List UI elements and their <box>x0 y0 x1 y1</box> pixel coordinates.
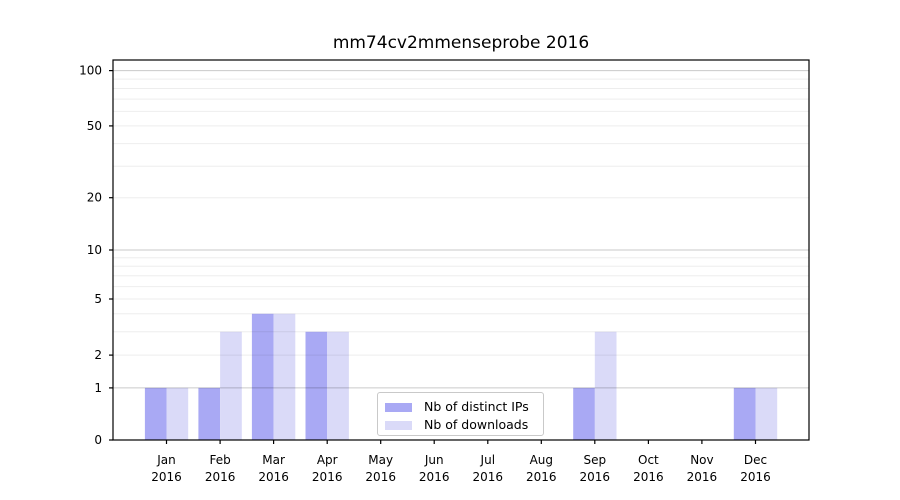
legend-label: Nb of downloads <box>424 417 529 432</box>
x-tick-sublabel-jan: 2016 <box>151 470 182 484</box>
y-tick-label-50: 50 <box>87 119 102 133</box>
x-tick-label-jul: Jul <box>480 453 495 467</box>
x-tick-sublabel-jun: 2016 <box>419 470 450 484</box>
bar-ips-dec <box>733 387 756 440</box>
chart-title: mm74cv2mmenseprobe 2016 <box>332 33 590 53</box>
bar-ips-feb <box>198 387 221 440</box>
x-tick-label-oct: Oct <box>638 453 659 467</box>
legend: Nb of distinct IPs Nb of downloads <box>377 392 544 436</box>
x-tick-sublabel-mar: 2016 <box>258 470 289 484</box>
x-tick-sublabel-jul: 2016 <box>473 470 504 484</box>
bar-ips-sep <box>573 387 595 440</box>
y-tick-label-2: 2 <box>94 348 102 362</box>
x-tick-sublabel-oct: 2016 <box>633 470 664 484</box>
x-tick-sublabel-apr: 2016 <box>312 470 343 484</box>
x-tick-label-jun: Jun <box>424 453 444 467</box>
y-tick-label-20: 20 <box>87 191 102 205</box>
legend-swatch-icon <box>385 402 412 412</box>
bar-downloads-apr <box>327 331 349 440</box>
y-tick-label-10: 10 <box>87 243 102 257</box>
y-tick-label-1: 1 <box>94 381 102 395</box>
legend-label: Nb of distinct IPs <box>424 399 529 414</box>
bar-ips-jan <box>144 387 167 440</box>
x-tick-label-nov: Nov <box>690 453 713 467</box>
x-tick-label-apr: Apr <box>317 453 338 467</box>
legend-swatch-icon <box>385 420 412 430</box>
y-tick-label-5: 5 <box>94 292 102 306</box>
y-tick-label-0: 0 <box>94 433 102 447</box>
x-tick-label-dec: Dec <box>744 453 767 467</box>
bar-downloads-mar <box>273 313 296 440</box>
bar-downloads-jan <box>166 387 189 440</box>
x-tick-label-sep: Sep <box>583 453 606 467</box>
bar-downloads-feb <box>220 331 242 440</box>
x-tick-sublabel-aug: 2016 <box>526 470 557 484</box>
x-tick-sublabel-feb: 2016 <box>205 470 236 484</box>
x-tick-label-aug: Aug <box>530 453 553 467</box>
x-tick-label-may: May <box>368 453 393 467</box>
x-tick-sublabel-may: 2016 <box>365 470 396 484</box>
x-tick-label-feb: Feb <box>209 453 230 467</box>
legend-item-distinct-ips: Nb of distinct IPs <box>378 398 543 416</box>
x-tick-label-jan: Jan <box>156 453 176 467</box>
legend-item-downloads: Nb of downloads <box>378 416 543 434</box>
x-tick-sublabel-dec: 2016 <box>740 470 771 484</box>
x-tick-label-mar: Mar <box>262 453 285 467</box>
bar-downloads-dec <box>755 387 778 440</box>
x-tick-sublabel-sep: 2016 <box>580 470 611 484</box>
bar-ips-apr <box>305 331 328 440</box>
bar-ips-mar <box>251 313 274 440</box>
x-tick-sublabel-nov: 2016 <box>687 470 718 484</box>
y-tick-label-100: 100 <box>79 64 102 78</box>
bar-downloads-sep <box>594 331 617 440</box>
